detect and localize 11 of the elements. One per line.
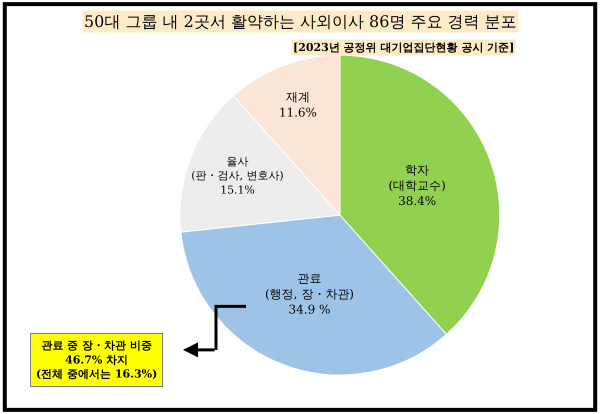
slice-label: 재계 (286, 90, 310, 104)
chart-title: 50대 그룹 내 2곳서 활약하는 사외이사 86명 주요 경력 분포 (84, 12, 517, 31)
data-label: 11.6% (278, 106, 317, 120)
text: 관료 중 장・차관 비중 46.7% 차지 (전체 중에서는 16.3%) (36, 339, 158, 381)
chart-subtitle: [2023년 공정위 대기업집단현황 공시 기준] (293, 41, 514, 54)
slice-label: 율사 (판・검사, 변호사) (191, 155, 284, 182)
data-label: 15.1% (220, 183, 255, 196)
slice-label: 학자 (대학교수) (388, 163, 446, 193)
data-label: 38.4% (398, 194, 436, 208)
data-label: 34.9 % (288, 302, 330, 317)
slice-label: 관료 (행정, 장・차관) (264, 271, 354, 302)
